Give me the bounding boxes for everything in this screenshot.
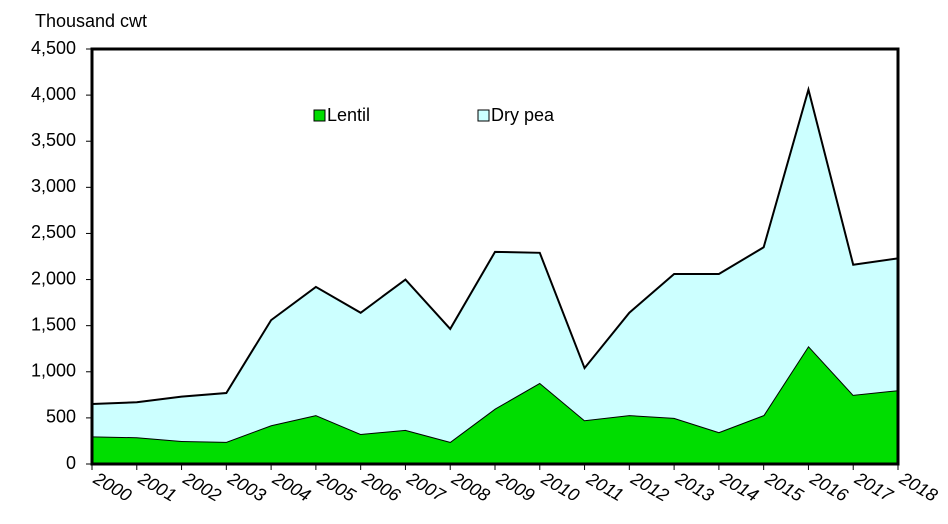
legend-swatch: [477, 109, 490, 122]
y-tick-label: 2,000: [31, 268, 76, 288]
y-tick-label: 1,500: [31, 314, 76, 334]
x-tick-label: 2011: [583, 468, 627, 505]
area-line: [91, 85, 899, 406]
x-tick-label: 2017: [851, 468, 897, 506]
x-tick-label: 2007: [403, 468, 449, 506]
area: [92, 89, 898, 442]
y-tick-label: 4,000: [31, 84, 76, 104]
y-tick-label: 2,500: [31, 222, 76, 242]
x-tick-label: 2003: [224, 468, 270, 506]
x-tick-label: 2010: [537, 468, 583, 506]
x-tick-label: 2008: [448, 468, 494, 506]
x-tick-label: 2002: [179, 468, 225, 506]
x-tick-label: 2016: [806, 468, 852, 506]
x-tick-label: 2018: [895, 468, 941, 506]
y-tick-label: 500: [46, 407, 76, 427]
x-tick-label: 2000: [89, 468, 135, 506]
y-tick-label: 0: [66, 453, 76, 473]
x-tick-label: 2001: [134, 468, 180, 506]
x-tick-label: 2005: [313, 468, 359, 506]
legend-label: Dry pea: [491, 105, 555, 125]
x-tick-label: 2004: [269, 468, 315, 506]
y-tick-label: 1,000: [31, 361, 76, 381]
x-tick-label: 2006: [358, 468, 404, 506]
legend-label: Lentil: [327, 105, 370, 125]
x-tick-label: 2014: [716, 468, 762, 506]
y-axis-label: Thousand cwt: [35, 11, 147, 31]
legend-swatch: [313, 109, 326, 122]
y-tick-label: 4,500: [31, 38, 76, 58]
y-tick-label: 3,000: [31, 176, 76, 196]
area: [92, 345, 898, 464]
x-tick-label: 2015: [761, 468, 807, 506]
x-tick-label: 2009: [492, 468, 538, 506]
x-tick-label: 2012: [627, 468, 673, 506]
y-tick-label: 3,500: [31, 130, 76, 150]
x-tick-label: 2013: [672, 468, 718, 506]
